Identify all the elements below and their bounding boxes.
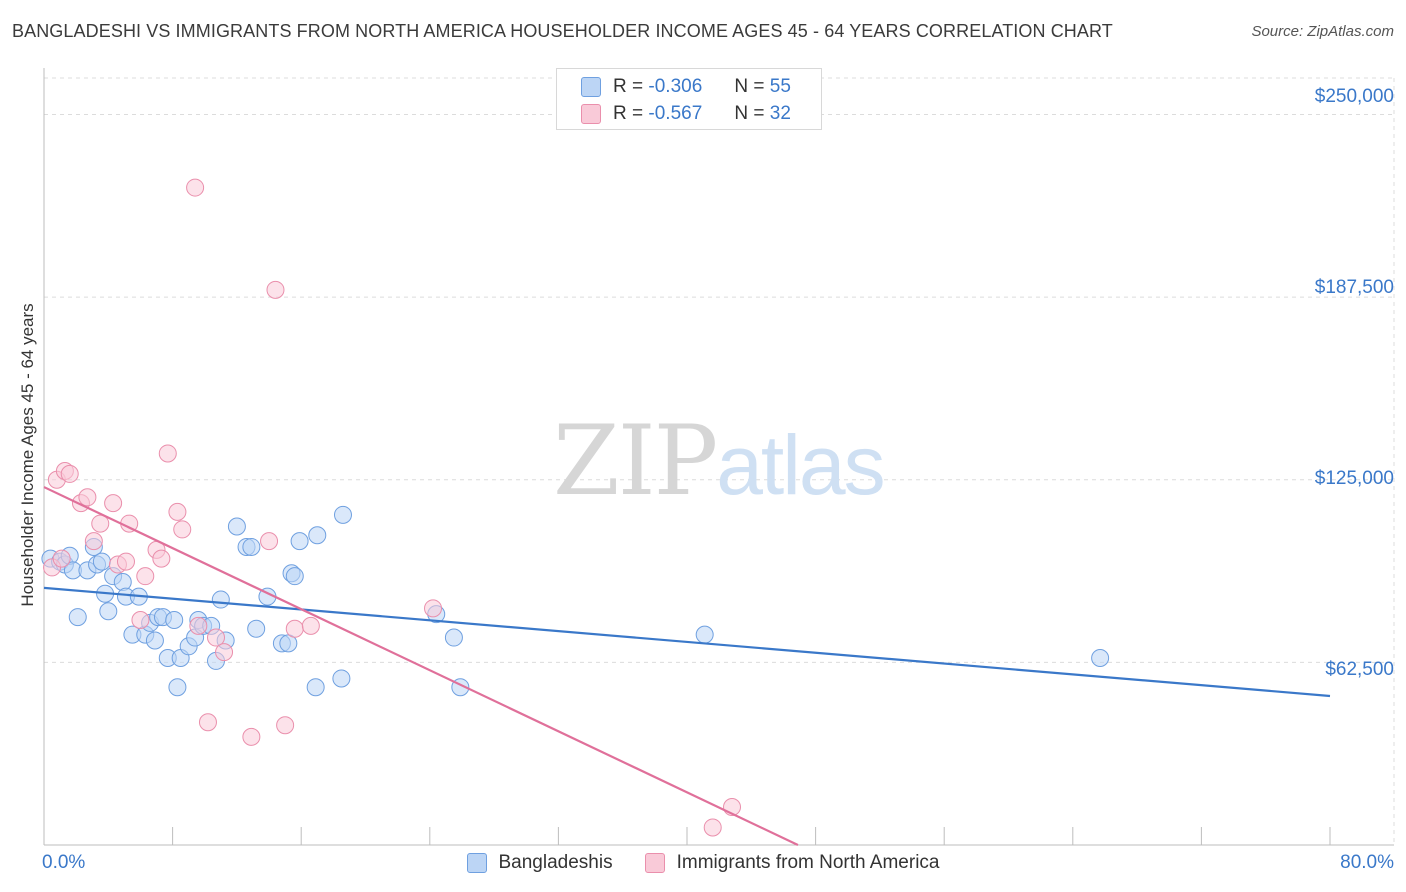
n-label: N = (734, 76, 765, 97)
legend-item-immigrants[interactable]: Immigrants from North America (644, 852, 940, 874)
immigrant-point (168, 502, 187, 521)
immigrant-point (276, 716, 295, 735)
n-value: 32 (769, 103, 791, 124)
bangladeshi-point (145, 631, 164, 650)
immigrant-point (301, 616, 320, 635)
immigrant-point (116, 552, 135, 571)
immigrants-points (43, 178, 742, 837)
immigrant-point (52, 549, 71, 568)
series-legend: Bangladeshis Immigrants from North Ameri… (0, 852, 1406, 874)
bangladeshi-point (1091, 648, 1110, 667)
immigrant-point (104, 494, 123, 513)
bangladeshi-point (290, 532, 309, 551)
legend-row-immigrants: R = -0.567 N = 32 (581, 102, 791, 126)
legend-label: Bangladeshis (498, 852, 613, 873)
immigrant-point (173, 520, 192, 539)
bangladeshi-trend-line (43, 586, 1331, 698)
bangladeshi-point (211, 590, 230, 609)
bangladeshi-point (306, 678, 325, 697)
blue-swatch (466, 853, 487, 873)
r-label: R = (613, 103, 644, 124)
bangladeshi-point (92, 552, 111, 571)
immigrant-point (242, 727, 261, 746)
immigrant-point (215, 643, 234, 662)
trend-lines (43, 486, 1331, 846)
bangladeshi-point (227, 517, 246, 536)
immigrant-point (78, 488, 97, 507)
immigrant-point (189, 616, 208, 635)
bangladeshi-point (99, 602, 118, 621)
x-tick-min: 0.0% (42, 852, 86, 873)
immigrant-point (60, 464, 79, 483)
immigrant-point (131, 611, 150, 630)
immigrant-point (703, 818, 722, 837)
immigrant-point (285, 619, 304, 638)
legend-item-bangladeshis[interactable]: Bangladeshis (466, 852, 613, 874)
legend-row-bangladeshis: R = -0.306 N = 55 (581, 75, 791, 99)
bangladeshi-point (242, 537, 261, 556)
x-tick-max: 80.0% (1340, 852, 1394, 873)
bangladeshi-point (332, 669, 351, 688)
bangladeshi-point (113, 573, 132, 592)
source-text: Source: ZipAtlas.com (1251, 23, 1394, 40)
y-tick-label: $250,000 (1314, 86, 1394, 107)
immigrant-point (198, 713, 217, 732)
bangladeshi-point (68, 608, 87, 627)
immigrant-point (186, 178, 205, 197)
n-label: N = (734, 103, 765, 124)
r-value: -0.567 (648, 103, 703, 124)
immigrant-trend-line (43, 486, 799, 846)
immigrant-point (260, 532, 279, 551)
y-tick-label: $62,500 (1325, 659, 1394, 680)
axes (43, 68, 1394, 846)
pink-swatch (581, 104, 601, 124)
bangladeshi-point (285, 567, 304, 586)
y-tick-label: $187,500 (1314, 277, 1394, 298)
n-value: 55 (769, 76, 791, 97)
chart-title: BANGLADESHI VS IMMIGRANTS FROM NORTH AME… (12, 21, 1113, 41)
y-tick-label: $125,000 (1314, 468, 1394, 489)
immigrant-point (207, 628, 226, 647)
r-value: -0.306 (648, 76, 703, 97)
bangladeshi-point (247, 619, 266, 638)
immigrant-point (152, 549, 171, 568)
pink-swatch (644, 853, 665, 873)
immigrant-point (266, 280, 285, 299)
bangladeshi-point (165, 611, 184, 630)
immigrant-point (424, 599, 443, 618)
bangladeshi-point (695, 625, 714, 644)
immigrant-point (158, 444, 177, 463)
bangladeshi-point (168, 678, 187, 697)
y-axis-label: Householder Income Ages 45 - 64 years (18, 303, 37, 607)
bangladeshi-point (444, 628, 463, 647)
blue-swatch (581, 77, 601, 97)
legend-label: Immigrants from North America (676, 852, 940, 873)
r-label: R = (613, 76, 644, 97)
correlation-legend: R = -0.306 N = 55 R = -0.567 N = 32 (556, 68, 822, 130)
immigrant-point (84, 532, 103, 551)
bangladeshi-point (308, 526, 327, 545)
bangladeshi-point (333, 505, 352, 524)
immigrant-point (91, 514, 110, 533)
immigrant-point (136, 567, 155, 586)
